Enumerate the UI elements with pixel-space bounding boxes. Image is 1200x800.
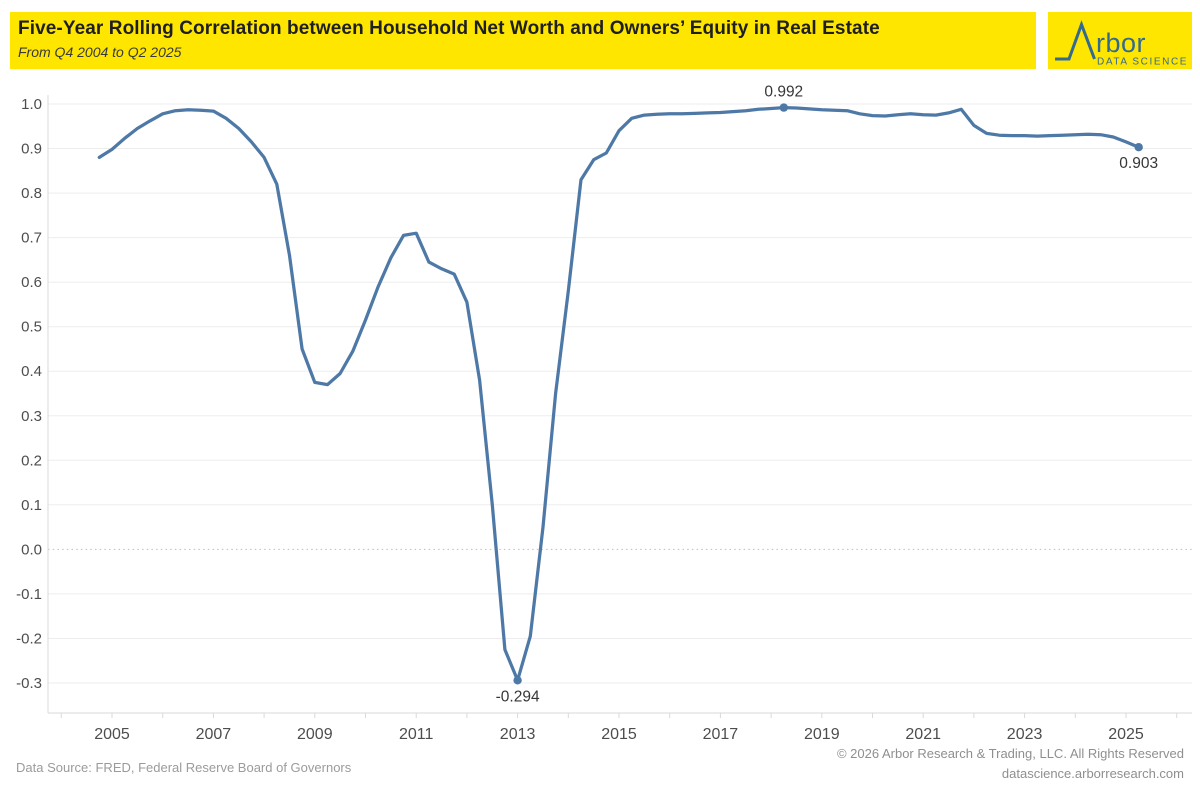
data-point-marker <box>1134 143 1143 152</box>
x-axis-tick-label: 2005 <box>94 726 130 743</box>
data-point-marker <box>513 676 522 685</box>
x-axis-tick-label: 2013 <box>500 726 536 743</box>
y-axis-tick-label: 0.6 <box>21 274 42 291</box>
y-axis-tick-label: 0.9 <box>21 141 42 158</box>
y-axis-tick-label: 1.0 <box>21 96 42 113</box>
page-subtitle: From Q4 2004 to Q2 2025 <box>18 44 182 60</box>
y-axis-tick-label: 0.7 <box>21 230 42 247</box>
x-axis-tick-label: 2023 <box>1007 726 1043 743</box>
logo: rbor DATA SCIENCE <box>1048 12 1192 69</box>
x-axis-tick-label: 2007 <box>196 726 232 743</box>
x-axis-tick-label: 2015 <box>601 726 637 743</box>
y-axis-tick-label: 0.2 <box>21 452 42 469</box>
value-annotation: 0.992 <box>764 84 803 101</box>
correlation-line <box>97 105 1141 682</box>
value-annotation: -0.294 <box>496 688 540 705</box>
y-axis-tick-label: 0.3 <box>21 408 42 425</box>
logo-tagline: DATA SCIENCE <box>1097 57 1188 68</box>
copyright-text: © 2026 Arbor Research & Trading, LLC. Al… <box>836 746 1184 761</box>
logo-wordmark: rbor <box>1096 28 1146 58</box>
x-axis-tick-label: 2017 <box>703 726 739 743</box>
y-axis-tick-label: 0.5 <box>21 319 42 336</box>
x-axis-tick-label: 2019 <box>804 726 840 743</box>
y-axis-tick-label: -0.1 <box>16 586 42 603</box>
x-axis-tick-label: 2011 <box>399 726 434 743</box>
x-axis-tick-label: 2025 <box>1108 726 1144 743</box>
x-axis-tick-label: 2009 <box>297 726 333 743</box>
data-point-marker <box>779 103 788 112</box>
data-source: Data Source: FRED, Federal Reserve Board… <box>16 760 352 775</box>
mountain-peak-icon <box>1055 20 1096 61</box>
footer-right: © 2026 Arbor Research & Trading, LLC. Al… <box>837 744 1184 784</box>
y-axis-tick-label: 0.0 <box>21 541 42 558</box>
y-axis-tick-label: 0.8 <box>21 185 42 202</box>
page-title: Five-Year Rolling Correlation between Ho… <box>18 18 880 39</box>
x-axis-tick-label: 2021 <box>905 726 941 743</box>
y-axis-tick-label: 0.1 <box>21 497 42 514</box>
website-text: datascience.arborresearch.com <box>1001 766 1184 781</box>
value-annotation: 0.903 <box>1119 155 1158 172</box>
y-axis-tick-label: 0.4 <box>21 363 42 380</box>
header-band: Five-Year Rolling Correlation between Ho… <box>10 12 1036 69</box>
y-axis-tick-label: -0.3 <box>16 675 42 692</box>
arbor-logo-icon: rbor DATA SCIENCE <box>1055 20 1188 68</box>
y-axis-tick-label: -0.2 <box>16 631 42 648</box>
